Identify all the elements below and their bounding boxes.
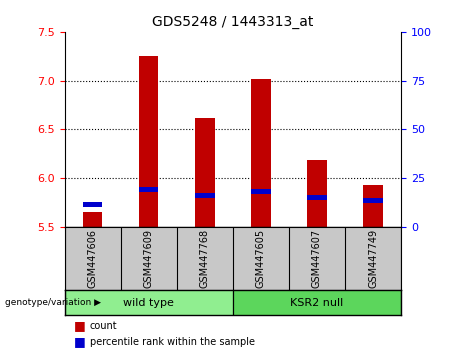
Text: ■: ■ [74,335,85,348]
Bar [83,202,102,207]
Bar [83,212,102,227]
Text: genotype/variation ▶: genotype/variation ▶ [5,298,100,307]
Text: GSM447768: GSM447768 [200,229,210,288]
Bar [307,160,327,227]
Bar [307,195,327,200]
Text: percentile rank within the sample: percentile rank within the sample [90,337,255,347]
Bar [233,290,401,315]
Title: GDS5248 / 1443313_at: GDS5248 / 1443313_at [152,16,313,29]
Text: GSM447606: GSM447606 [88,229,98,288]
Bar [195,193,214,198]
Bar [139,56,159,227]
Bar [65,290,233,315]
Bar [139,187,159,192]
Bar [251,189,271,194]
Text: KSR2 null: KSR2 null [290,298,343,308]
Text: GSM447605: GSM447605 [256,229,266,288]
Bar [195,118,214,227]
Bar [251,79,271,227]
Text: GSM447607: GSM447607 [312,229,322,288]
Text: GSM447609: GSM447609 [144,229,154,288]
Text: ■: ■ [74,319,85,332]
Bar [363,185,383,227]
Text: GSM447749: GSM447749 [368,229,378,288]
Text: wild type: wild type [123,298,174,308]
Text: count: count [90,321,118,331]
Bar [363,198,383,203]
